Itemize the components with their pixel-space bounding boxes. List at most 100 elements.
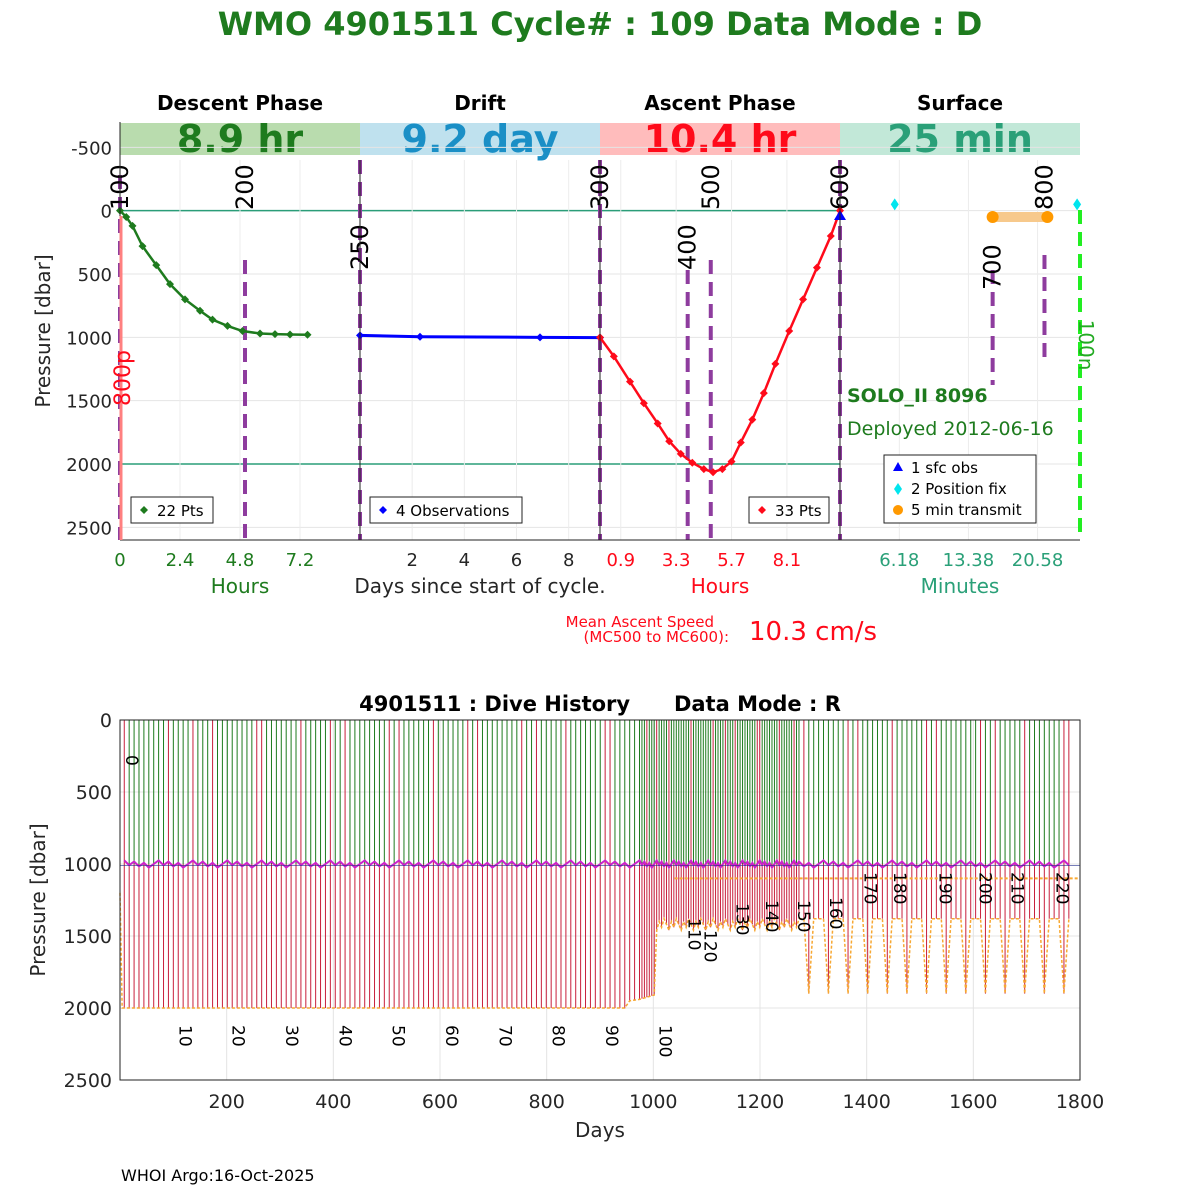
cycle-label: 90 <box>601 1025 621 1047</box>
data-point <box>639 399 648 408</box>
x-tick-label: 13.38 <box>943 550 995 571</box>
x-tick-label: 1200 <box>736 1091 784 1113</box>
series-line <box>598 210 842 474</box>
data-point <box>128 221 137 230</box>
data-point <box>785 327 794 335</box>
transmit-point <box>1041 211 1054 223</box>
y-tick-label: 500 <box>78 265 112 286</box>
series-line <box>119 209 308 337</box>
x-tick-label: 4 <box>459 550 470 571</box>
float-info: SOLO_II 8096 Deployed 2012-06-16 <box>847 385 1054 440</box>
event-marker-label: 100n <box>1074 320 1098 371</box>
data-point <box>286 330 294 339</box>
y-axis-label: Pressure [dbar] <box>26 823 50 976</box>
cycle-label: 140 <box>761 900 781 932</box>
data-point <box>196 306 204 315</box>
y-tick-label: 2000 <box>64 998 112 1020</box>
x-tick-label: 1000 <box>629 1091 677 1113</box>
data-point <box>626 377 634 386</box>
x-axis-label: Days since start of cycle. <box>354 574 605 598</box>
phase-duration: 9.2 day <box>402 117 559 161</box>
event-marker-label: 400 <box>674 224 702 270</box>
x-axis-label: Hours <box>211 574 270 598</box>
legend-box <box>369 496 523 524</box>
phase-duration: 8.9 hr <box>177 117 304 161</box>
data-point <box>665 437 674 446</box>
event-marker-label: 500 <box>697 164 725 210</box>
data-point <box>416 332 424 341</box>
float-model: SOLO_II 8096 <box>847 385 988 407</box>
phase-band <box>360 123 600 155</box>
chart-title: 4901511 : Dive History Data Mode : R <box>359 692 841 716</box>
legend-label: 2 Position fix <box>911 480 1007 498</box>
legend-label: 22 Pts <box>157 502 204 520</box>
cycle-label: 170 <box>860 872 880 904</box>
data-point <box>736 438 745 447</box>
x-tick-label: 6.18 <box>879 550 919 571</box>
profile-depth-line <box>119 892 1070 1009</box>
x-axis-label: Hours <box>691 574 750 598</box>
x-tick-label: 2.4 <box>166 550 195 571</box>
phase-title: Ascent Phase <box>644 91 795 115</box>
x-tick-label: 6 <box>511 550 522 571</box>
x-tick-label: 3.3 <box>662 550 691 571</box>
legend-marker <box>379 506 387 514</box>
data-point <box>152 261 161 270</box>
y-tick-label: 1000 <box>66 328 112 349</box>
annotation-800p: 800p <box>111 350 136 406</box>
data-point <box>826 232 835 240</box>
x-tick-label: 600 <box>422 1091 458 1113</box>
x-tick-label: 7.2 <box>286 550 315 571</box>
data-point <box>759 389 768 398</box>
x-tick-label: 8.1 <box>773 550 802 571</box>
x-tick-label: 200 <box>209 1091 245 1113</box>
data-point <box>223 321 232 330</box>
y-tick-label: 2000 <box>66 455 112 476</box>
ascent-speed: Mean Ascent Speed (MC500 to MC600): 10.3… <box>566 613 877 647</box>
cycle-label: 0 <box>121 755 141 766</box>
x-tick-label: 2 <box>406 550 417 571</box>
data-point <box>676 449 685 458</box>
phase-duration: 25 min <box>887 117 1033 161</box>
legend-label: 4 Observations <box>396 502 510 520</box>
cycle-label: 80 <box>548 1025 568 1047</box>
x-tick-label: 800 <box>529 1091 565 1113</box>
legend-marker <box>894 483 902 495</box>
data-point <box>208 315 217 324</box>
data-point <box>609 352 618 361</box>
cycle-label: 60 <box>441 1025 461 1047</box>
x-tick-label: 20.58 <box>1012 550 1064 571</box>
cycle-label: 200 <box>974 872 994 904</box>
x-tick-label: 8 <box>563 550 574 571</box>
ascent-speed-label-1: Mean Ascent Speed <box>566 613 714 631</box>
x-tick-label: 5.7 <box>717 550 746 571</box>
data-point <box>718 465 727 474</box>
data-point <box>536 333 544 342</box>
y-tick-label: 1000 <box>64 854 112 876</box>
x-axis-label: Days <box>575 1118 625 1142</box>
ascent-speed-label-2: (MC500 to MC600): <box>584 628 729 646</box>
y-axis-label: Pressure [dbar] <box>31 254 55 407</box>
phase-band <box>120 123 360 155</box>
position-fix <box>1073 198 1082 211</box>
phase-band <box>840 123 1080 155</box>
y-tick-label: 2500 <box>66 518 112 539</box>
y-tick-label: 1500 <box>64 926 112 948</box>
cycle-label: 190 <box>934 872 954 904</box>
legend-box <box>883 454 1037 524</box>
legend-label: 5 min transmit <box>911 501 1022 519</box>
legend-marker <box>140 506 148 514</box>
x-tick-label: 0 <box>114 550 125 571</box>
data-point <box>166 280 174 289</box>
data-point <box>709 468 718 477</box>
x-tick-label: 1600 <box>949 1091 997 1113</box>
float-deployed: Deployed 2012-06-16 <box>847 418 1054 440</box>
event-marker-label: 700 <box>979 244 1007 290</box>
cycle-label: 120 <box>700 930 720 962</box>
data-point <box>238 327 247 335</box>
transmit-point <box>986 211 999 223</box>
position-fix <box>890 198 899 211</box>
phase-title: Drift <box>454 91 506 115</box>
